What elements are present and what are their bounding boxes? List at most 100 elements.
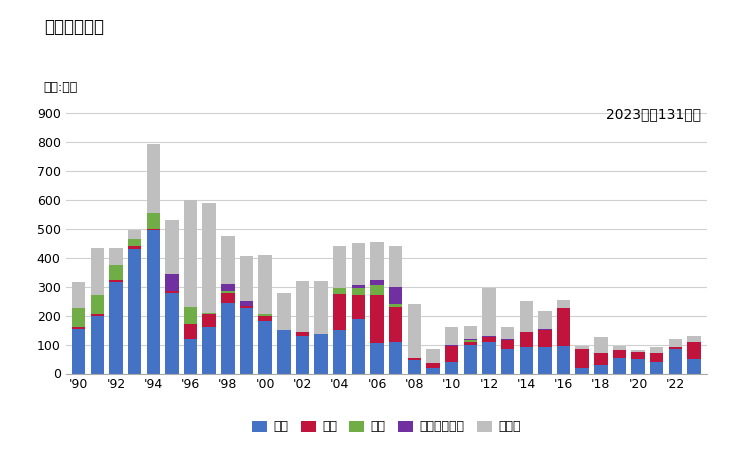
Bar: [165, 274, 179, 291]
Bar: [147, 144, 160, 213]
Bar: [501, 339, 514, 340]
Text: 2023年：131トン: 2023年：131トン: [606, 107, 701, 121]
Bar: [296, 281, 309, 332]
Bar: [277, 292, 291, 330]
Bar: [221, 236, 235, 284]
Bar: [296, 336, 309, 373]
Bar: [501, 327, 514, 339]
Bar: [464, 345, 477, 373]
Bar: [389, 304, 402, 307]
Bar: [408, 304, 421, 358]
Bar: [184, 307, 198, 324]
Bar: [203, 313, 216, 314]
Bar: [445, 346, 459, 362]
Bar: [594, 365, 607, 374]
Bar: [389, 287, 402, 304]
Bar: [668, 339, 682, 347]
Bar: [650, 362, 663, 374]
Bar: [650, 353, 663, 362]
Bar: [333, 330, 346, 374]
Bar: [575, 349, 589, 368]
Bar: [259, 316, 272, 321]
Bar: [333, 246, 346, 288]
Bar: [221, 292, 235, 303]
Bar: [538, 311, 552, 328]
Bar: [482, 288, 496, 336]
Bar: [296, 332, 309, 336]
Bar: [613, 346, 626, 351]
Bar: [259, 255, 272, 314]
Bar: [631, 359, 645, 374]
Bar: [501, 340, 514, 349]
Bar: [128, 249, 141, 374]
Bar: [594, 338, 607, 353]
Bar: [594, 353, 607, 365]
Bar: [240, 306, 253, 309]
Bar: [408, 358, 421, 360]
Bar: [445, 362, 459, 374]
Bar: [482, 338, 496, 342]
Bar: [240, 256, 253, 301]
Bar: [650, 347, 663, 353]
Bar: [575, 346, 589, 349]
Bar: [128, 239, 141, 246]
Bar: [165, 292, 179, 374]
Bar: [370, 242, 383, 279]
Bar: [351, 319, 365, 373]
Bar: [668, 347, 682, 349]
Legend: 台湾, 中国, 韓国, ホンジュラス, その他: 台湾, 中国, 韓国, ホンジュラス, その他: [247, 415, 526, 438]
Bar: [221, 303, 235, 374]
Bar: [109, 248, 122, 265]
Bar: [426, 364, 440, 368]
Bar: [72, 327, 85, 328]
Bar: [445, 327, 459, 345]
Bar: [221, 284, 235, 291]
Bar: [538, 330, 552, 347]
Bar: [501, 349, 514, 374]
Bar: [464, 340, 477, 342]
Bar: [520, 332, 533, 347]
Bar: [165, 220, 179, 274]
Bar: [520, 347, 533, 374]
Bar: [389, 246, 402, 287]
Bar: [109, 283, 122, 374]
Bar: [109, 279, 122, 283]
Bar: [464, 326, 477, 339]
Bar: [557, 346, 570, 374]
Bar: [351, 285, 365, 288]
Bar: [389, 342, 402, 374]
Bar: [147, 229, 160, 230]
Bar: [72, 283, 85, 309]
Bar: [109, 265, 122, 279]
Bar: [314, 334, 328, 374]
Bar: [240, 309, 253, 374]
Bar: [445, 345, 459, 346]
Bar: [389, 307, 402, 342]
Bar: [370, 343, 383, 374]
Bar: [426, 349, 440, 364]
Bar: [277, 330, 291, 374]
Bar: [259, 314, 272, 316]
Bar: [203, 203, 216, 313]
Bar: [203, 314, 216, 327]
Bar: [575, 368, 589, 374]
Bar: [557, 300, 570, 309]
Bar: [370, 296, 383, 343]
Bar: [90, 314, 104, 316]
Bar: [482, 342, 496, 374]
Bar: [259, 321, 272, 374]
Bar: [613, 358, 626, 373]
Bar: [538, 328, 552, 330]
Bar: [351, 243, 365, 285]
Bar: [240, 301, 253, 306]
Bar: [538, 347, 552, 374]
Bar: [128, 230, 141, 239]
Bar: [90, 296, 104, 314]
Bar: [464, 342, 477, 345]
Bar: [408, 360, 421, 374]
Bar: [687, 336, 701, 342]
Bar: [370, 285, 383, 296]
Bar: [184, 200, 198, 307]
Bar: [464, 339, 477, 340]
Bar: [128, 246, 141, 249]
